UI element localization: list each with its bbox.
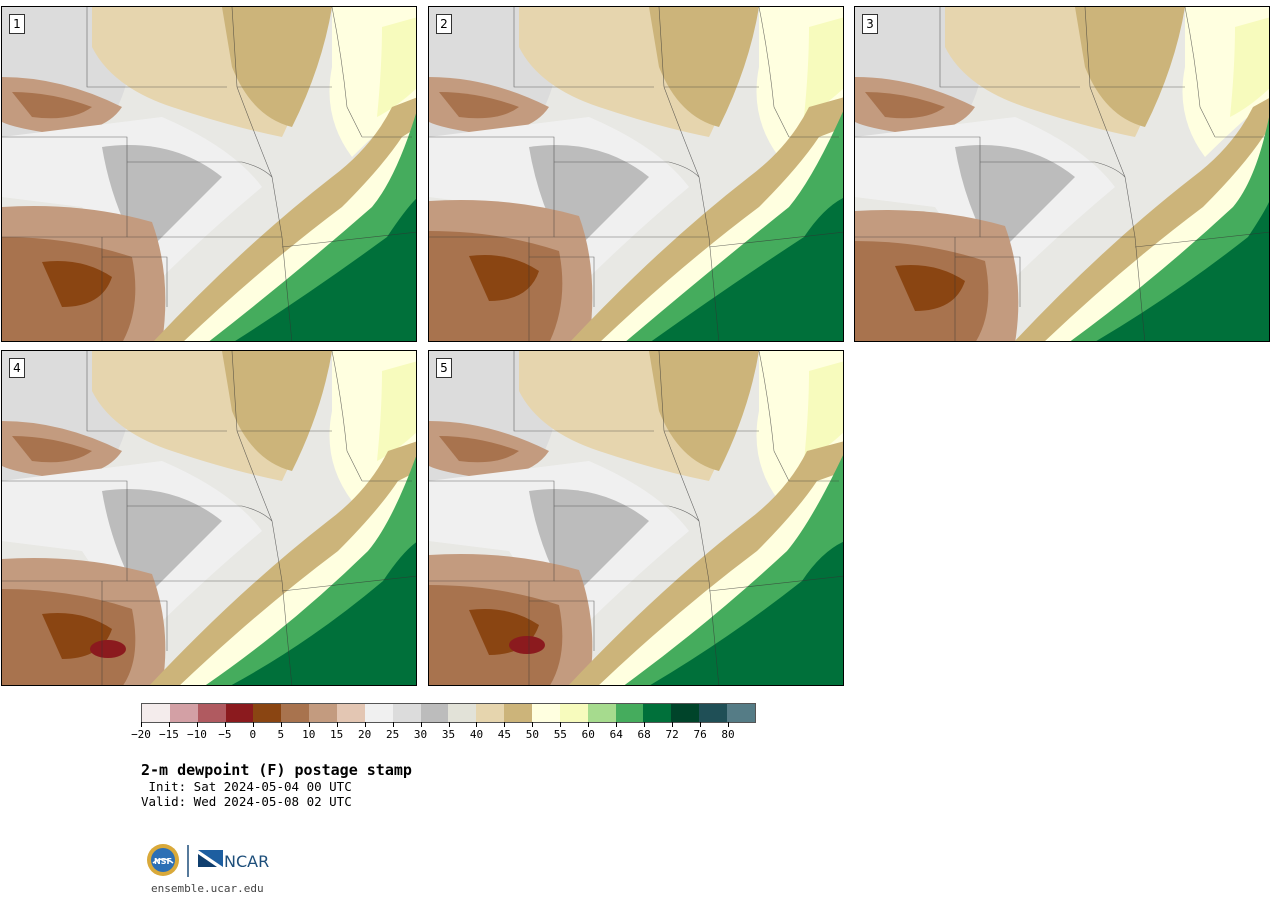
colorbar-tick-label: 35 — [441, 728, 456, 741]
colorbar-ticks: −20 −15 −10 −5 0 5 10 15 20 25 30 35 40 45 50 55 60 64 68 7… — [131, 722, 756, 742]
colorbar-tick — [476, 722, 478, 727]
colorbar-swatch — [532, 704, 560, 722]
colorbar-tick-label: 64 — [609, 728, 623, 741]
nsf-ncar-logo: NSF NCAR — [145, 843, 275, 879]
colorbar-tick — [141, 722, 142, 727]
colorbar-tick-label: 72 — [665, 728, 679, 741]
colorbar-tick — [252, 722, 254, 727]
colorbar-tick-label: 25 — [385, 728, 400, 741]
svg-text:NSF: NSF — [154, 857, 172, 866]
colorbar-tick — [616, 722, 618, 727]
map-panel-4: 4 — [1, 350, 417, 686]
colorbar-tick-label: −5 — [218, 728, 232, 741]
colorbar-swatch — [643, 704, 672, 722]
colorbar-tick — [196, 722, 198, 727]
colorbar-swatch — [615, 704, 644, 722]
colorbar-tick-label: 50 — [525, 728, 539, 741]
colorbar-swatch — [699, 704, 728, 722]
colorbar-tick-label: 45 — [497, 728, 512, 741]
panel-number: 1 — [9, 14, 25, 34]
colorbar-tick-label: −15 — [159, 728, 179, 741]
colorbar-swatch — [448, 704, 477, 722]
colorbar-tick — [728, 722, 730, 727]
colorbar-tick-label: 76 — [693, 728, 707, 741]
init-time: Init: Sat 2024-05-04 00 UTC — [141, 779, 352, 794]
colorbar-swatch — [169, 704, 198, 722]
colorbar-tick — [644, 722, 646, 727]
colorbar-tick — [308, 722, 310, 727]
colorbar-tick — [504, 722, 506, 727]
colorbar-tick — [224, 722, 226, 727]
map-panel-2: 2 — [428, 6, 844, 342]
colorbar-tick — [336, 722, 338, 727]
colorbar-tick-label: 15 — [330, 728, 344, 741]
colorbar-tick-label: 5 — [277, 728, 285, 741]
panel-number: 2 — [436, 14, 452, 34]
colorbar-swatch — [309, 704, 338, 722]
colorbar-swatch — [671, 704, 700, 722]
colorbar-tick-label: 10 — [302, 728, 316, 741]
colorbar-swatch — [253, 704, 282, 722]
valid-time: Valid: Wed 2024-05-08 02 UTC — [141, 794, 352, 809]
colorbar-swatch — [476, 704, 505, 722]
colorbar-tick-label: 80 — [721, 728, 735, 741]
colorbar-tick-label: 0 — [249, 728, 257, 741]
colorbar-tick — [420, 722, 422, 727]
colorbar-tick-label: −20 — [131, 728, 151, 741]
dewpoint-map — [429, 351, 843, 685]
colorbar-swatch — [225, 704, 254, 722]
colorbar-swatch — [727, 704, 755, 722]
colorbar-swatch — [392, 704, 421, 722]
colorbar-swatch — [364, 704, 393, 722]
colorbar-swatch — [504, 704, 533, 722]
colorbar-tick — [560, 722, 562, 727]
panel-number: 3 — [862, 14, 878, 34]
svg-text:NCAR: NCAR — [224, 852, 269, 871]
colorbar-swatch — [587, 704, 616, 722]
colorbar-swatch — [337, 704, 365, 722]
dewpoint-map — [429, 7, 843, 341]
plot-title: 2-m dewpoint (F) postage stamp — [141, 761, 412, 779]
panel-number: 5 — [436, 358, 452, 378]
colorbar-tick — [364, 722, 366, 727]
colorbar-tick — [280, 722, 282, 727]
map-panel-1: 1 — [1, 6, 417, 342]
map-panel-5: 5 — [428, 350, 844, 686]
colorbar-swatch — [142, 704, 170, 722]
colorbar-swatch — [281, 704, 310, 722]
colorbar-tick — [532, 722, 534, 727]
colorbar-tick-label: 68 — [637, 728, 651, 741]
colorbar — [141, 703, 756, 723]
colorbar-tick-label: 60 — [581, 728, 595, 741]
colorbar-tick — [168, 722, 170, 727]
colorbar-swatch — [197, 704, 226, 722]
panel-number: 4 — [9, 358, 25, 378]
map-panel-3: 3 — [854, 6, 1270, 342]
colorbar-tick — [448, 722, 450, 727]
colorbar-tick — [392, 722, 394, 727]
dewpoint-map — [855, 7, 1269, 341]
colorbar-tick-label: 55 — [553, 728, 567, 741]
dewpoint-map — [2, 7, 416, 341]
colorbar-tick-label: 30 — [413, 728, 428, 741]
site-url: ensemble.ucar.edu — [151, 882, 264, 895]
colorbar-tick-label: 40 — [469, 728, 484, 741]
dewpoint-map — [2, 351, 416, 685]
colorbar-swatch — [420, 704, 449, 722]
colorbar-tick — [588, 722, 590, 727]
colorbar-tick-label: 20 — [358, 728, 372, 741]
colorbar-tick — [672, 722, 674, 727]
colorbar-tick — [700, 722, 702, 727]
colorbar-swatch — [559, 704, 588, 722]
colorbar-tick-label: −10 — [186, 728, 207, 741]
